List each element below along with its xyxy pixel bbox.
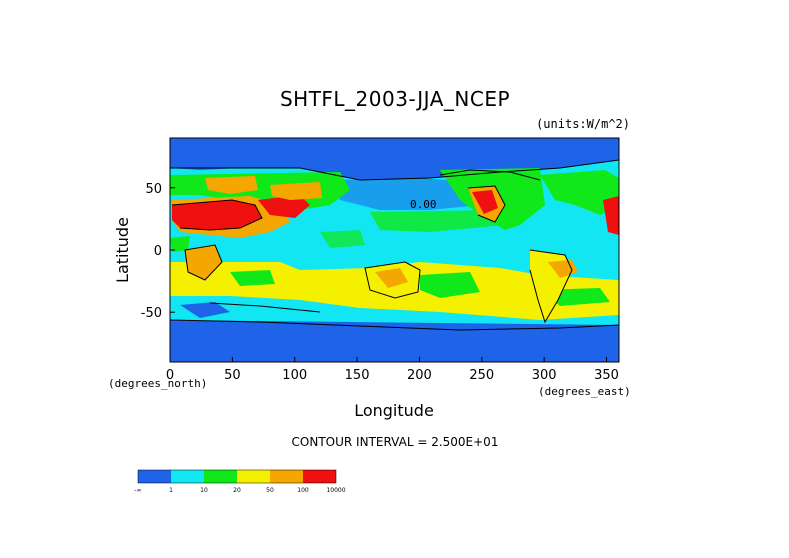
field-north-atlantic [540,170,619,215]
x-tick-label: 100 [282,368,307,383]
y-unit-note: (degrees_north) [108,377,207,390]
field-south-pacific-patch [420,272,480,298]
colorbar-frame [137,469,337,484]
colorbar-swatch [204,470,237,483]
units-label: (units:W/m^2) [536,117,630,131]
colorbar: -∞ 1 10 20 50 100 10000 [134,469,346,494]
colorbar-swatch [237,470,270,483]
x-tick-label: 150 [345,368,370,383]
field-australia-orange [375,268,408,288]
field-central-asia [270,182,322,200]
colorbar-level-label: 20 [233,487,241,494]
y-tick-label: -50 [141,306,162,321]
colorbar-swatch [171,470,204,483]
contour-lines [170,159,619,331]
x-tick-label: 300 [532,368,557,383]
colorbar-level-label: 10 [200,487,208,494]
colorbar-swatch [270,470,303,483]
x-tick-label: 50 [224,368,241,383]
y-axis-title: Latitude [113,217,132,283]
field-south-atlantic-low [180,302,230,318]
x-axis-title: Longitude [354,401,434,420]
field-western-us-red [472,190,498,214]
y-tick-label: 0 [154,244,162,259]
colorbar-level-label: 100 [297,487,309,494]
field-eastern-europe [205,176,258,194]
field-central-africa [170,236,190,252]
x-unit-note: (degrees_east) [538,385,631,398]
contour-label: 0.00 [410,198,437,211]
y-axis: 50 0 -50 [141,182,175,321]
colorbar-swatch [138,470,171,483]
colorbar-swatch [303,470,336,483]
colorbar-level-label: -∞ [134,487,141,494]
field-arabia-red [258,195,310,218]
chart-title: SHTFL_2003-JJA_NCEP [279,87,511,111]
x-axis: 0 50 100 150 200 250 300 350 [166,357,619,383]
field-sahara-red [172,200,262,230]
colorbar-level-label: 10000 [326,487,345,494]
x-tick-label: 350 [594,368,619,383]
x-tick-label: 200 [407,368,432,383]
field-sahara-wrap [603,196,619,235]
y-tick-label: 50 [145,182,162,197]
colorbar-level-label: 1 [169,487,173,494]
field-maritime-continent [320,230,365,248]
colorbar-level-label: 50 [266,487,274,494]
field-indian-ocean-patch [230,270,275,286]
field-equatorial-pacific [370,210,505,232]
heatmap-field: 0.00 [170,138,619,362]
x-tick-label: 250 [469,368,494,383]
x-tick-label: 0 [166,368,174,383]
contour-interval-label: CONTOUR INTERVAL = 2.500E+01 [291,435,499,449]
field-antarctic [170,320,619,362]
